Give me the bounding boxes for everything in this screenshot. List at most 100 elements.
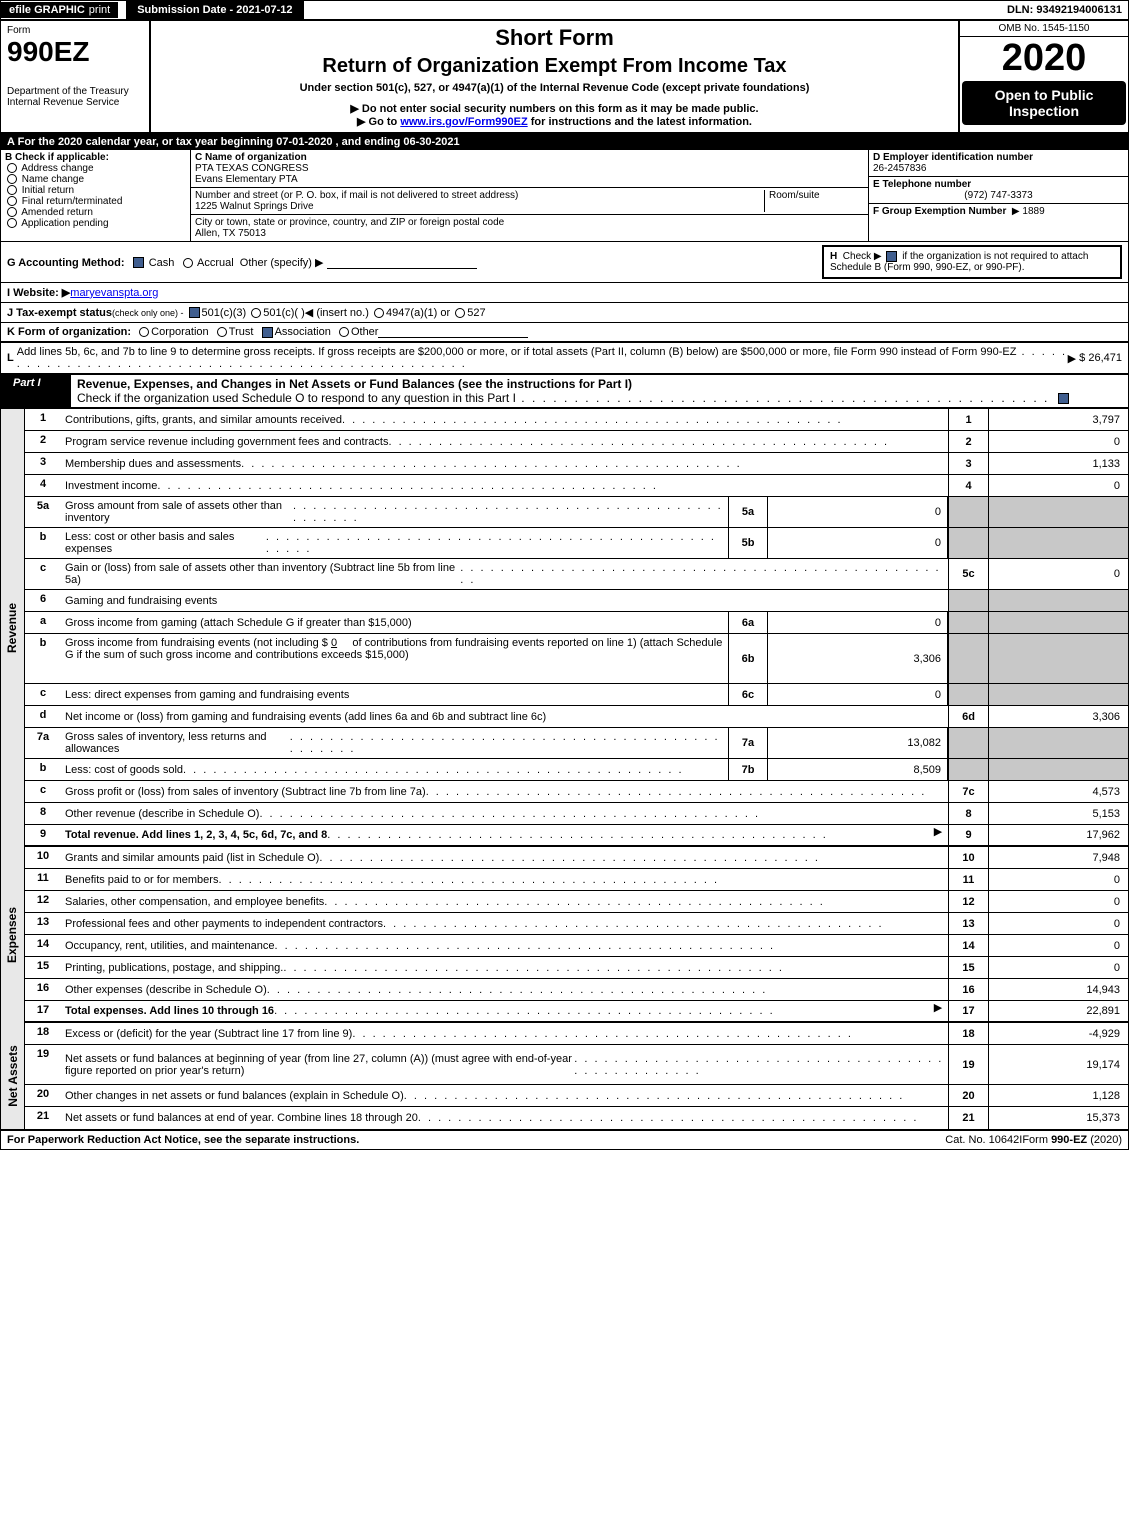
check-4947[interactable] [374,308,384,318]
page-footer: For Paperwork Reduction Act Notice, see … [1,1129,1128,1149]
check-schedule-o[interactable] [1058,393,1069,404]
footer-form-id: Form 990-EZ (2020) [1022,1134,1122,1146]
period-text: For the 2020 calendar year, or tax year … [18,136,460,148]
form-page: efile GRAPHIC print Submission Date - 20… [0,0,1129,1150]
line-13-value: 0 [988,913,1128,934]
line-6d: d Net income or (loss) from gaming and f… [25,706,1128,728]
efile-button[interactable]: efile GRAPHIC print [1,2,118,18]
line-4: 4 Investment income 4 0 [25,475,1128,497]
section-a-label: A [7,136,15,148]
line-16-value: 14,943 [988,979,1128,1000]
line-20: 20 Other changes in net assets or fund b… [25,1085,1128,1107]
identity-block: B Check if applicable: Address change Na… [1,150,1128,242]
website-link[interactable]: maryevanspta.org [70,287,158,299]
org-city: Allen, TX 75013 [195,228,864,239]
check-accrual[interactable] [183,258,193,268]
form-word: Form [7,25,143,36]
footer-catalog: Cat. No. 10642I [945,1134,1022,1146]
line-6c: c Less: direct expenses from gaming and … [25,684,1128,706]
check-trust[interactable] [217,327,227,337]
form-header: Form 990EZ Department of the Treasury In… [1,21,1128,134]
line-1: 1 Contributions, gifts, grants, and simi… [25,409,1128,431]
line-5a: 5a Gross amount from sale of assets othe… [25,497,1128,528]
dln-label: DLN: 93492194006131 [1001,2,1128,18]
line-3: 3 Membership dues and assessments 3 1,13… [25,453,1128,475]
form-id-block: Form 990EZ Department of the Treasury In… [1,21,151,132]
group-exemption-num: 1889 [1022,206,1044,217]
line-17-value: 22,891 [988,1001,1128,1021]
line-21-value: 15,373 [988,1107,1128,1129]
net-assets-side-label: Net Assets [1,1023,25,1129]
line-8: 8 Other revenue (describe in Schedule O)… [25,803,1128,825]
open-public-badge: Open to Public Inspection [962,81,1126,125]
section-k-label: K Form of organization: [7,326,131,338]
line-7a-value: 13,082 [768,728,948,758]
net-assets-section: Net Assets 18 Excess or (deficit) for th… [1,1023,1128,1129]
check-final-return[interactable]: Final return/terminated [5,196,186,207]
line-15-value: 0 [988,957,1128,978]
line-7c: c Gross profit or (loss) from sales of i… [25,781,1128,803]
expenses-section: Expenses 10 Grants and similar amounts p… [1,847,1128,1023]
check-501c[interactable] [251,308,261,318]
check-application-pending[interactable]: Application pending [5,218,186,229]
print-label[interactable]: print [89,4,110,16]
main-title: Return of Organization Exempt From Incom… [161,55,948,78]
section-b-header: B Check if applicable: [5,152,186,163]
line-12: 12 Salaries, other compensation, and emp… [25,891,1128,913]
revenue-section: Revenue 1 Contributions, gifts, grants, … [1,409,1128,847]
section-g-label: G Accounting Method: [7,257,125,269]
line-19: 19 Net assets or fund balances at beginn… [25,1045,1128,1085]
line-2-value: 0 [988,431,1128,452]
check-name-change[interactable]: Name change [5,174,186,185]
line-6d-value: 3,306 [988,706,1128,727]
efile-label: efile GRAPHIC [9,4,85,16]
revenue-side-label: Revenue [1,409,25,847]
section-h: H Check ▶ if the organization is not req… [822,245,1122,279]
line-12-value: 0 [988,891,1128,912]
org-name-1: PTA TEXAS CONGRESS [195,163,864,174]
section-c-label: C Name of organization [195,152,307,163]
section-def: D Employer identification number 26-2457… [868,150,1128,241]
line-14: 14 Occupancy, rent, utilities, and maint… [25,935,1128,957]
line-20-value: 1,128 [988,1085,1128,1106]
line-4-value: 0 [988,475,1128,496]
line-5b-value: 0 [768,528,948,558]
section-d-label: D Employer identification number [873,152,1033,163]
check-other-org[interactable] [339,327,349,337]
line-9-value: 17,962 [988,825,1128,845]
line-7b-value: 8,509 [768,759,948,780]
line-10: 10 Grants and similar amounts paid (list… [25,847,1128,869]
org-address: 1225 Walnut Springs Drive [195,201,764,212]
check-corporation[interactable] [139,327,149,337]
line-6a: a Gross income from gaming (attach Sched… [25,612,1128,634]
line-9: 9 Total revenue. Add lines 1, 2, 3, 4, 5… [25,825,1128,847]
ein-value: 26-2457836 [873,163,926,174]
line-21: 21 Net assets or fund balances at end of… [25,1107,1128,1129]
section-i-label: I Website: ▶ [7,286,70,299]
check-amended-return[interactable]: Amended return [5,207,186,218]
check-cash[interactable] [133,257,144,268]
short-form-title: Short Form [161,25,948,51]
warning-2: ▶ Go to www.irs.gov/Form990EZ for instru… [161,115,948,128]
line-5a-value: 0 [768,497,948,527]
period-row: A For the 2020 calendar year, or tax yea… [1,134,1128,150]
omb-number: OMB No. 1545-1150 [960,21,1128,37]
dept-treasury: Department of the Treasury [7,86,143,97]
check-address-change[interactable]: Address change [5,163,186,174]
submission-date-button[interactable]: Submission Date - 2021-07-12 [126,1,303,19]
part-1-label: Part I [1,375,71,407]
check-association[interactable] [262,327,273,338]
line-5b: b Less: cost or other basis and sales ex… [25,528,1128,559]
irs-link[interactable]: www.irs.gov/Form990EZ [400,116,527,128]
check-527[interactable] [455,308,465,318]
line-17: 17 Total expenses. Add lines 10 through … [25,1001,1128,1023]
section-i: I Website: ▶ maryevanspta.org [1,283,1128,303]
line-7b: b Less: cost of goods sold 7b 8,509 [25,759,1128,781]
check-schedule-b[interactable] [886,251,897,262]
f-arrow: ▶ [1012,206,1020,217]
line-1-value: 3,797 [988,409,1128,430]
check-initial-return[interactable]: Initial return [5,185,186,196]
check-501c3[interactable] [189,307,200,318]
section-l-label: L [7,352,14,364]
section-f-label: F Group Exemption Number [873,206,1006,217]
